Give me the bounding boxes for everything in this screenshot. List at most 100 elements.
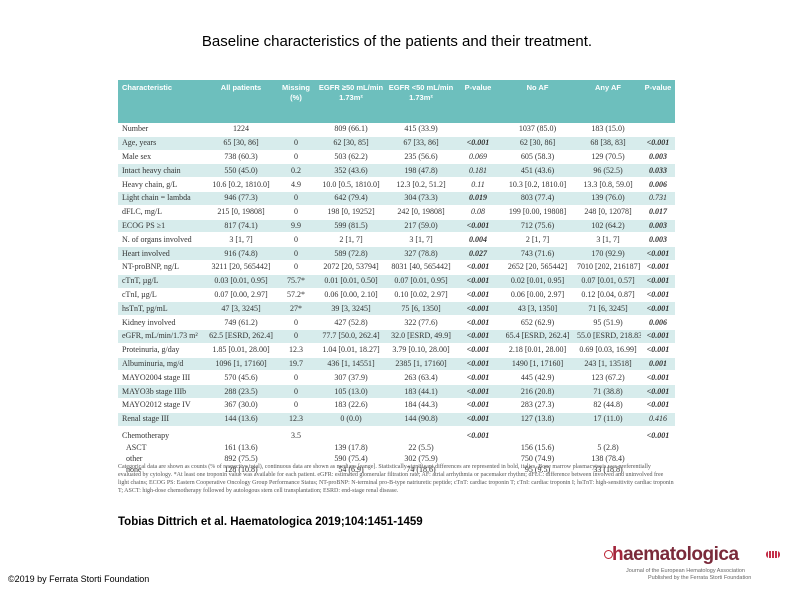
- table-row: Renal stage III 144 (13.6) 12.3 0 (0.0) 144 …: [118, 412, 675, 427]
- cell-p-value-af: <0.001: [641, 370, 675, 386]
- cell-egfr-low: 217 (59.0): [386, 219, 456, 234]
- cell-any-af: 95 (51.9): [575, 315, 641, 330]
- cell-p-value-egfr: <0.001: [456, 426, 500, 444]
- cell-no-af: 750 (74.9): [500, 453, 575, 466]
- cell-all-patients: 47 [3, 3245]: [206, 301, 276, 317]
- cell-any-af: 243 [1, 13518]: [575, 357, 641, 372]
- cell-all-patients: 916 (74.8): [206, 246, 276, 261]
- cell-egfr-high: 436 [1, 14551]: [316, 357, 386, 372]
- cell-characteristic: Intact heavy chain: [118, 163, 206, 179]
- cell-egfr-high: 105 (13.0): [316, 384, 386, 399]
- cell-missing: 19.7: [276, 357, 316, 372]
- cell-egfr-low: 415 (33.9): [386, 123, 456, 137]
- cell-p-value-egfr: <0.001: [456, 315, 500, 330]
- cell-any-af: 5 (2.8): [575, 442, 641, 455]
- cell-egfr-low: 0.10 [0.02, 2.97]: [386, 288, 456, 303]
- table-row: NT-proBNP, ng/L 3211 [20, 565442] 0 2072 [2…: [118, 260, 675, 275]
- cell-characteristic: Number: [118, 123, 206, 137]
- cell-egfr-low: 32.0 [ESRD, 49.9]: [386, 329, 456, 344]
- logo-drop-icon: [604, 550, 613, 559]
- logo-wordmark: haematologica: [612, 544, 739, 565]
- cell-p-value-egfr: <0.001: [456, 136, 500, 151]
- cell-all-patients: 1096 [1, 17160]: [206, 357, 276, 372]
- table-row: Albuminuria, mg/d 1096 [1, 17160] 19.7 436 …: [118, 357, 675, 372]
- cell-missing: 0: [276, 191, 316, 206]
- table-row: Heavy chain, g/L 10.6 [0.2, 1810.0] 4.9 10.…: [118, 177, 675, 192]
- table-row: Kidney involved 749 (61.2) 0 427 (52.8) 322 …: [118, 315, 675, 330]
- cell-egfr-high: 590 (75.4): [316, 453, 386, 466]
- cell-egfr-low: 2385 [1, 17160]: [386, 357, 456, 372]
- cell-egfr-low: 183 (44.1): [386, 384, 456, 399]
- cell-characteristic: Renal stage III: [118, 412, 206, 427]
- table-row: MAYO3b stage IIIb 288 (23.5) 0 105 (13.0) 18…: [118, 384, 675, 399]
- cell-any-af: 0.69 [0.03, 16.99]: [575, 343, 641, 358]
- header-missing: Missing (%): [276, 80, 316, 123]
- table-row: dFLC, mg/L 215 [0, 19808] 0 198 [0, 19252] 2…: [118, 205, 675, 220]
- cell-p-value-egfr: 0.11: [456, 177, 500, 192]
- cell-characteristic: hsTnT, pg/mL: [118, 301, 206, 317]
- cell-no-af: 1490 [1, 17160]: [500, 357, 575, 372]
- header-egfr-low: EGFR <50 mL/min 1.73m²: [386, 80, 456, 123]
- cell-characteristic: Male sex: [118, 150, 206, 165]
- cell-p-value-af: <0.001: [641, 426, 675, 444]
- cell-egfr-low: [386, 426, 456, 444]
- cell-egfr-high: 10.0 [0.5, 1810.0]: [316, 177, 386, 192]
- cell-egfr-low: 322 (77.6): [386, 315, 456, 330]
- cell-egfr-low: 75 [6, 1350]: [386, 301, 456, 317]
- cell-no-af: 0.06 [0.00, 2.97]: [500, 288, 575, 303]
- cell-no-af: 1037 (85.0): [500, 123, 575, 137]
- cell-egfr-high: 139 (17.8): [316, 442, 386, 455]
- cell-egfr-high: 0.06 [0.00, 2.10]: [316, 288, 386, 303]
- cell-all-patients: 749 (61.2): [206, 315, 276, 330]
- cell-egfr-high: 183 (22.6): [316, 398, 386, 413]
- cell-any-af: 33 (18.8): [575, 464, 641, 477]
- cell-no-af: 712 (75.6): [500, 219, 575, 234]
- cell-any-af: 129 (70.5): [575, 150, 641, 165]
- cell-p-value-egfr: 0.004: [456, 232, 500, 248]
- cell-all-patients: 128 (10.8): [206, 464, 276, 477]
- cell-egfr-high: 307 (37.9): [316, 370, 386, 386]
- cell-any-af: 170 (92.9): [575, 246, 641, 261]
- cell-missing: 0: [276, 260, 316, 275]
- cell-p-value-egfr: <0.001: [456, 288, 500, 303]
- cell-p-value-af: [641, 442, 675, 455]
- cell-egfr-low: 184 (44.3): [386, 398, 456, 413]
- cell-any-af: 96 (52.5): [575, 163, 641, 179]
- cell-missing: 12.3: [276, 412, 316, 427]
- cell-no-af: 65.4 [ESRD, 262.4]: [500, 329, 575, 344]
- cell-p-value-af: 0.006: [641, 315, 675, 330]
- cell-p-value-egfr: 0.027: [456, 246, 500, 261]
- table-row: ECOG PS ≥1 817 (74.1) 9.9 599 (81.5) 217 (59…: [118, 219, 675, 234]
- cell-no-af: 62 [30, 86]: [500, 136, 575, 151]
- cell-any-af: [575, 426, 641, 444]
- cell-missing: [276, 453, 316, 466]
- cell-p-value-egfr: <0.001: [456, 260, 500, 275]
- cell-p-value-af: 0.001: [641, 357, 675, 372]
- cell-all-patients: [206, 426, 276, 444]
- cell-no-af: [500, 426, 575, 444]
- cell-missing: [276, 442, 316, 455]
- cell-egfr-high: 2 [1, 7]: [316, 232, 386, 248]
- cell-all-patients: 10.6 [0.2, 1810.0]: [206, 177, 276, 192]
- cell-characteristic: Chemotherapy: [118, 426, 206, 444]
- cell-all-patients: 144 (13.6): [206, 412, 276, 427]
- cell-missing: 12.3: [276, 343, 316, 358]
- cell-missing: 0.2: [276, 163, 316, 179]
- cell-characteristic: Kidney involved: [118, 315, 206, 330]
- cell-egfr-low: 12.3 [0.2, 51.2]: [386, 177, 456, 192]
- cell-any-af: 123 (67.2): [575, 370, 641, 386]
- cell-p-value-af: <0.001: [641, 343, 675, 358]
- citation: Tobias Dittrich et al. Haematologica 201…: [118, 516, 423, 528]
- cell-all-patients: 62.5 [ESRD, 262.4]: [206, 329, 276, 344]
- header-egfr-high: EGFR ≥50 mL/min 1.73m²: [316, 80, 386, 123]
- cell-any-af: 17 (11.0): [575, 412, 641, 427]
- header-characteristic: Characteristic: [118, 80, 206, 123]
- cell-missing: 0: [276, 398, 316, 413]
- copyright: ©2019 by Ferrata Storti Foundation: [8, 574, 150, 584]
- cell-egfr-high: [316, 426, 386, 444]
- cell-p-value-af: 0.017: [641, 205, 675, 220]
- cell-no-af: 156 (15.6): [500, 442, 575, 455]
- table-row: Male sex 738 (60.3) 0 503 (62.2) 235 (56.6) 0…: [118, 150, 675, 165]
- cell-all-patients: 215 [0, 19808]: [206, 205, 276, 220]
- cell-any-af: 102 (64.2): [575, 219, 641, 234]
